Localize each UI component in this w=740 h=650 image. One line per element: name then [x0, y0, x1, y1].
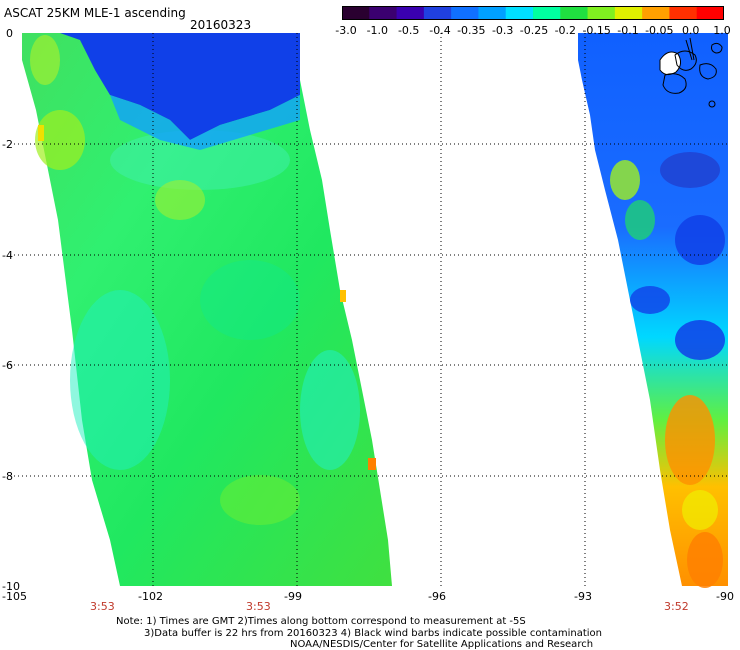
colorbar-tick-label: -0.05: [645, 24, 674, 37]
x-tick-label: -90: [716, 590, 734, 603]
colorbar-labels: -3.0 -1.0 -0.5 -0.4 -0.35 -0.3 -0.25 -0.2 -0.15-…: [330, 24, 740, 38]
colorbar-tick-label: -0.1: [617, 24, 639, 37]
colorbar-swatch: [696, 6, 724, 20]
chart-title: ASCAT 25KM MLE-1 ascending: [4, 6, 186, 20]
colorbar-swatch: [423, 6, 452, 20]
colorbar-swatch: [396, 6, 425, 20]
colorbar-swatch: [587, 6, 616, 20]
swath-times: 3:53 3:53 3:52: [90, 600, 689, 613]
colorbar-swatch: [505, 6, 534, 20]
time-label: 3:53: [246, 600, 271, 613]
colorbar-tick-label: -3.0: [335, 24, 357, 37]
y-tick-label: -4: [2, 249, 13, 262]
y-tick-label: -10: [2, 580, 20, 593]
note-line-2: 3)Data buffer is 22 hrs from 20160323 4)…: [144, 628, 602, 639]
colorbar-swatch: [478, 6, 507, 20]
date-label: 20160323: [190, 18, 252, 32]
right-swath: [578, 33, 728, 588]
colorbar-tick-label: -0.35: [457, 24, 486, 37]
x-axis: -105 -102 -99 -96 -93 -90: [2, 590, 734, 603]
x-tick-label: -96: [428, 590, 446, 603]
colorbar-swatch: [533, 6, 561, 20]
time-label: 3:52: [664, 600, 689, 613]
note-line-1: Note: 1) Times are GMT 2)Times along bot…: [116, 616, 526, 627]
colorbar-tick-label: 1.0: [713, 24, 731, 37]
colorbar-tick-label: -0.25: [519, 24, 549, 37]
colorbar-tick-label: 0.0: [681, 24, 700, 37]
colorbar-tick-label: -0.2: [554, 24, 577, 37]
colorbar-swatch: [669, 6, 698, 20]
coastline-outlines: [659, 37, 723, 108]
y-axis: 0 -2 -4 -6 -8 -10: [2, 27, 20, 593]
colorbar-border: [342, 6, 724, 20]
colorbar-tick-label: -0.4: [429, 24, 451, 37]
y-tick-label: -2: [2, 138, 13, 151]
colorbar-swatch: [451, 6, 480, 20]
colorbar-tick-label: -1.0: [366, 24, 389, 37]
grid: [10, 33, 728, 586]
y-tick-label: 0: [6, 27, 13, 40]
colorbar-swatch: [614, 6, 643, 20]
x-tick-label: -99: [284, 590, 302, 603]
note-line-3: NOAA/NESDIS/Center for Satellite Applica…: [290, 639, 594, 650]
y-tick-label: -6: [2, 359, 13, 372]
colorbar-tick-label: -0.15: [582, 24, 611, 37]
time-label: 3:53: [90, 600, 115, 613]
colorbar-tick-label: -0.5: [397, 24, 420, 37]
x-tick-label: -105: [2, 590, 27, 603]
colorbar-swatch: [342, 6, 370, 20]
x-tick-label: -102: [138, 590, 163, 603]
colorbar-swatch: [560, 6, 589, 20]
x-tick-label: -93: [574, 590, 592, 603]
colorbar-swatch: [642, 6, 671, 20]
colorbar-tick-label: -0.3: [491, 24, 514, 37]
left-swath: [22, 33, 392, 586]
colorbar: [342, 6, 724, 20]
y-tick-label: -8: [2, 470, 13, 483]
colorbar-swatch: [369, 6, 398, 20]
